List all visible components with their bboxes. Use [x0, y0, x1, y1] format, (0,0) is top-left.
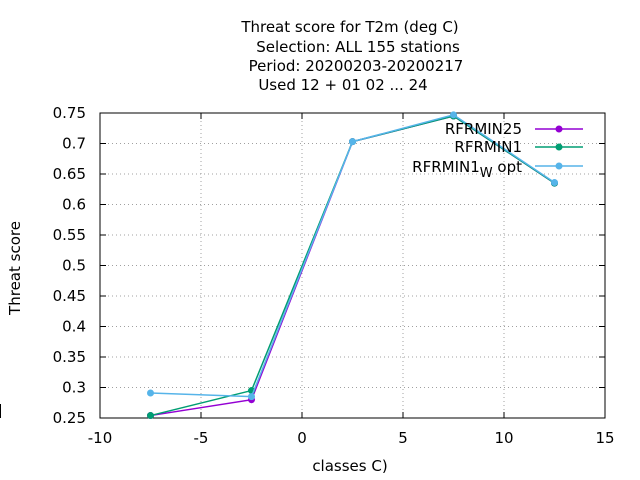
data-point	[450, 111, 457, 119]
data-point	[147, 412, 154, 420]
legend-samples	[535, 125, 583, 170]
y-tick-label: 0.3	[62, 379, 86, 397]
y-tick-label: 0.45	[53, 287, 86, 305]
y-axis-label: Threat score	[6, 221, 24, 316]
axis-ticks	[99, 112, 606, 419]
y-tick-labels: 0.25 0.3 0.35 0.4 0.45 0.5 0.55 0.6 0.65 0.7 0.75	[53, 104, 86, 427]
legend-sample-marker	[555, 125, 563, 133]
x-tick-labels: -10 -5 0 5 10 15	[88, 429, 615, 447]
legend-label-rfrmin1w-subscript: W	[480, 166, 493, 181]
data-point	[248, 393, 255, 401]
y-tick-label: 0.25	[53, 409, 86, 427]
x-axis-label: classes C)	[312, 457, 387, 475]
x-tick-label: 10	[494, 429, 513, 447]
x-tick-label: -5	[194, 429, 209, 447]
y-tick-label: 0.4	[62, 318, 86, 336]
legend-sample-marker	[555, 162, 563, 170]
x-tick-label: 0	[297, 429, 307, 447]
legend-label-rfrmin25: RFRMIN25	[445, 120, 522, 138]
series-layer	[147, 111, 558, 420]
y-tick-label: 0.75	[53, 104, 86, 122]
legend-sample-marker	[555, 143, 563, 151]
series-3	[147, 111, 558, 401]
title-line-1: Threat score for T2m (deg C)	[240, 18, 458, 36]
legend-label-rfrmin1w-base: RFRMIN1	[412, 158, 480, 176]
title-line-3: Period: 20200203-20200217	[249, 57, 464, 75]
title-line-4: Used 12 + 01 02 ... 24	[258, 76, 427, 94]
x-tick-label: -10	[88, 429, 113, 447]
legend-label-rfrmin1: RFRMIN1	[454, 138, 522, 156]
data-point	[551, 179, 558, 187]
title-line-2: Selection: ALL 155 stations	[256, 38, 460, 56]
y-tick-label: 0.5	[62, 257, 86, 275]
y-tick-label: 0.65	[53, 165, 86, 183]
x-tick-label: 5	[398, 429, 408, 447]
x-tick-label: 15	[595, 429, 614, 447]
legend-label-rfrmin1w-opt: RFRMIN1W opt	[412, 158, 522, 181]
y-tick-label: 0.55	[53, 226, 86, 244]
y-tick-label: 0.35	[53, 348, 86, 366]
chart-title: Threat score for T2m (deg C) Selection: …	[240, 18, 463, 94]
legend: RFRMIN25 RFRMIN1 RFRMIN1W opt	[412, 120, 583, 181]
grid-lines	[100, 113, 605, 418]
data-point	[147, 389, 154, 397]
data-point	[349, 138, 356, 146]
legend-label-rfrmin1w-suffix: opt	[493, 158, 522, 176]
y-tick-label: 0.6	[62, 196, 86, 214]
y-tick-label: 0.7	[62, 135, 86, 153]
